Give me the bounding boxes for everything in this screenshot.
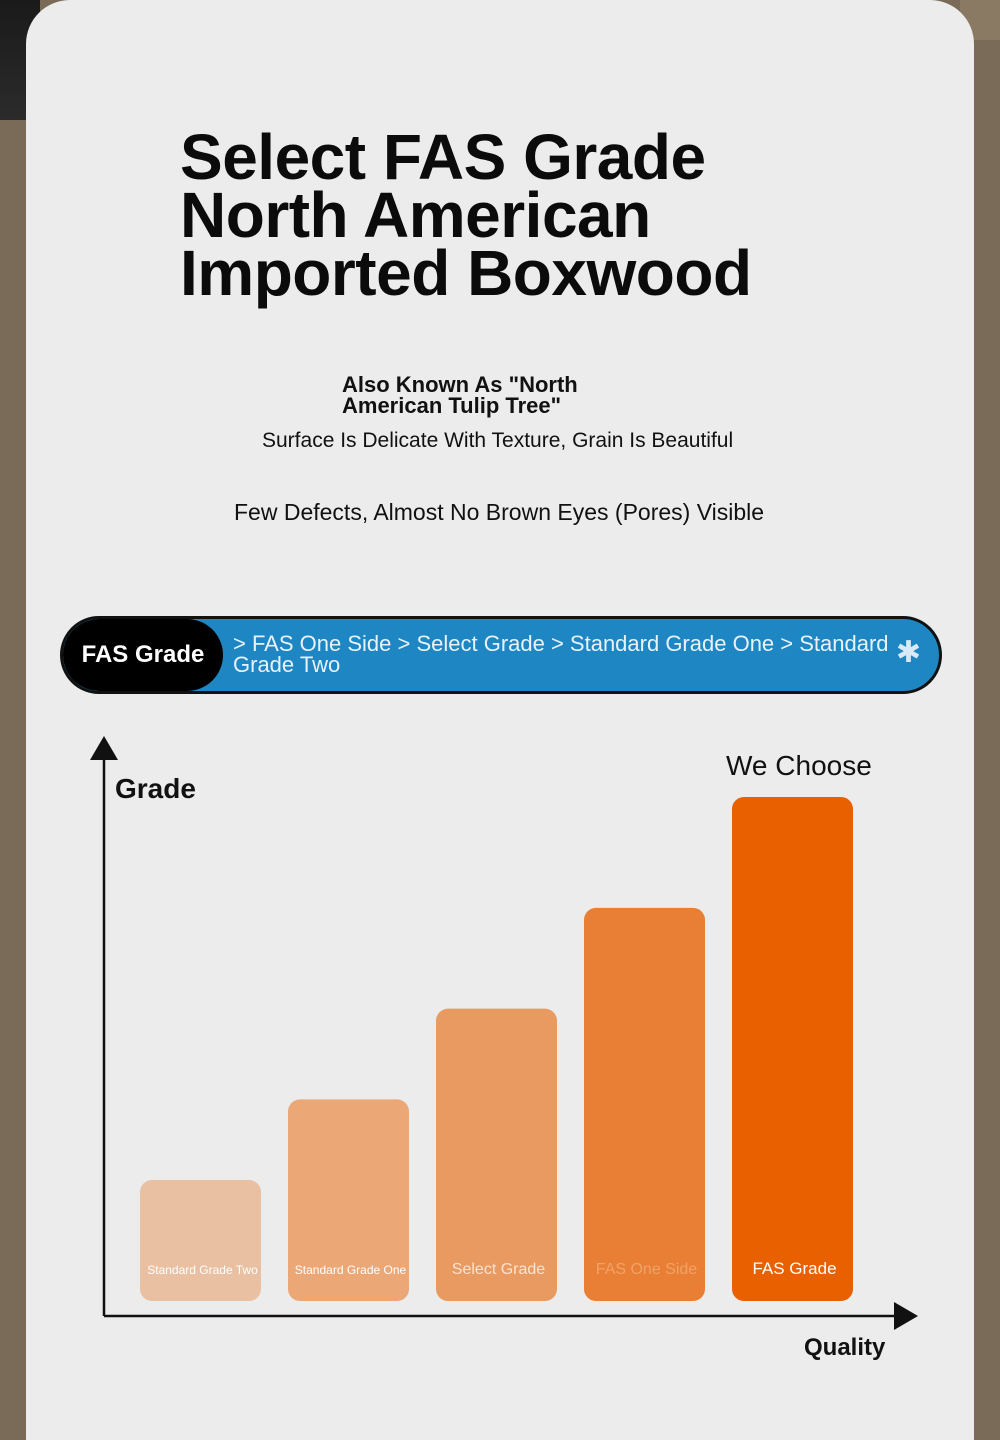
x-axis-label: Quality — [804, 1334, 886, 1361]
also-known-as-text: Also Known As "North American Tulip Tree… — [342, 372, 578, 418]
page-title: Select FAS Grade North American Imported… — [180, 121, 880, 309]
bar-group: Standard Grade Two Standard Grade One Sele… — [140, 797, 853, 1301]
bar-label-3: Select Grade — [452, 1261, 545, 1278]
y-axis-label: Grade — [115, 773, 196, 804]
title-line-3: Imported Boxwood — [180, 237, 752, 309]
title-line-1: Select FAS Grade — [180, 121, 706, 193]
bar-4 — [584, 907, 705, 1301]
bar-label-1: Standard Grade Two — [147, 1263, 258, 1277]
defects-text: Few Defects, Almost No Brown Eyes (Pores… — [234, 499, 765, 525]
bar-1 — [140, 1180, 261, 1301]
bar-label-4: FAS One Side — [596, 1261, 697, 1278]
scribble-mark-icon: ✱ — [895, 636, 921, 669]
bar-label-2: Standard Grade One — [295, 1263, 407, 1277]
grade-ranking-banner: > FAS One Side > Select Grade > Standard… — [60, 616, 942, 694]
bar-5 — [732, 797, 853, 1301]
bar-label-5: FAS Grade — [752, 1259, 836, 1278]
x-axis-arrow-icon — [894, 1302, 918, 1330]
grade-ranking-text: > FAS One Side > Select Grade > Standard… — [233, 631, 889, 677]
title-line-2: North American — [180, 179, 651, 251]
we-choose-annotation: We Choose — [726, 750, 872, 781]
texture-text: Surface Is Delicate With Texture, Grain … — [262, 429, 734, 452]
bar-2 — [288, 1099, 409, 1301]
grade-badge: FAS Grade — [63, 619, 223, 691]
y-axis-arrow-icon — [90, 736, 118, 760]
bar-3 — [436, 1008, 557, 1301]
